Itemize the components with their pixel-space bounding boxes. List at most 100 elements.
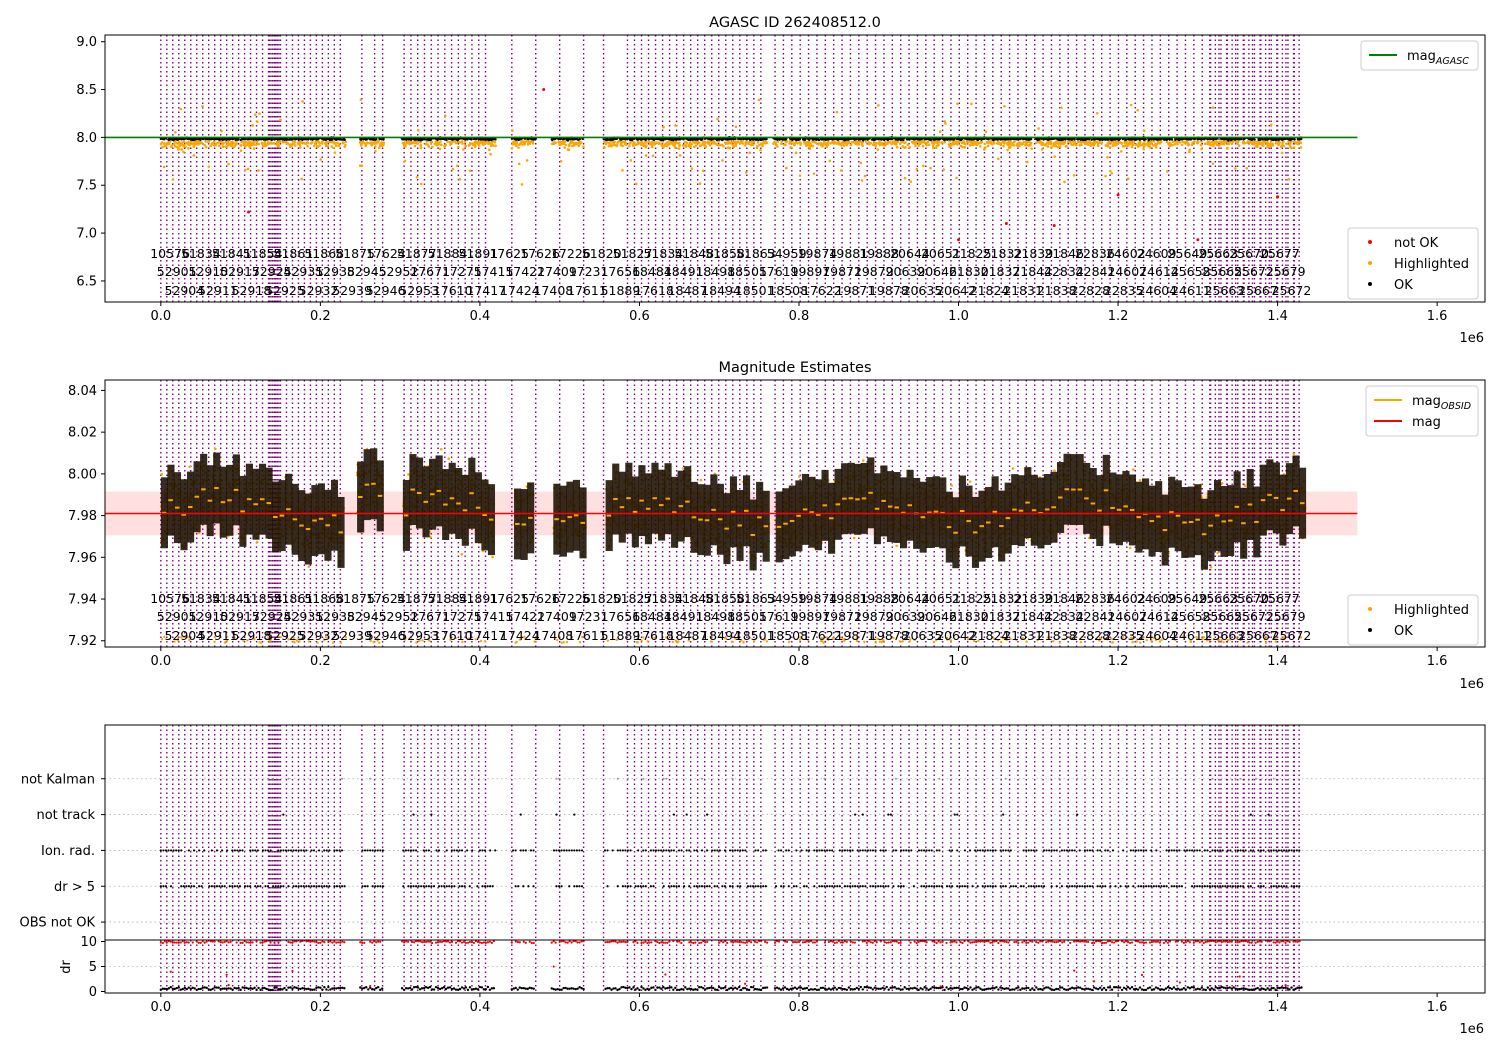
point-highlighted <box>1006 143 1009 146</box>
point-highlighted <box>839 169 843 172</box>
point-ok <box>578 137 582 141</box>
point-highlighted <box>525 159 529 162</box>
point-highlighted <box>934 140 937 144</box>
point-highlighted <box>644 145 647 149</box>
point-highlighted <box>744 144 747 147</box>
point-highlighted <box>1297 139 1301 143</box>
point-ok <box>1079 138 1082 141</box>
point-highlighted <box>1060 141 1063 144</box>
point-highlighted <box>1249 140 1253 144</box>
point-highlighted <box>613 140 616 144</box>
point-ok <box>175 137 178 141</box>
point-highlighted <box>602 145 606 149</box>
point-highlighted <box>417 128 420 132</box>
point-highlighted <box>438 147 442 151</box>
point-highlighted <box>490 140 494 144</box>
point-highlighted <box>1003 104 1006 108</box>
point-highlighted <box>1299 146 1303 149</box>
point-highlighted <box>1200 140 1203 143</box>
point-not-ok <box>1116 193 1120 197</box>
point-highlighted <box>731 144 735 147</box>
point-highlighted <box>197 141 200 145</box>
point-highlighted <box>607 144 611 148</box>
point-highlighted <box>726 146 730 149</box>
point-highlighted <box>403 144 407 148</box>
point-highlighted <box>871 143 875 147</box>
point-ok <box>745 138 748 141</box>
point-highlighted <box>1142 144 1146 148</box>
point-highlighted <box>772 142 775 145</box>
point-ok <box>1293 138 1296 141</box>
point-highlighted <box>956 102 959 106</box>
point-highlighted <box>160 472 164 476</box>
point-highlighted <box>1098 141 1102 144</box>
point-highlighted <box>1044 143 1048 147</box>
point-highlighted <box>927 143 931 147</box>
point-highlighted <box>877 104 880 107</box>
point-ok <box>488 138 491 142</box>
point-highlighted <box>940 141 943 145</box>
point-highlighted <box>1047 142 1050 145</box>
point-highlighted <box>1072 174 1076 177</box>
point-highlighted <box>571 144 574 148</box>
point-highlighted <box>1025 143 1029 147</box>
point-highlighted <box>963 146 966 149</box>
point-highlighted <box>369 142 373 146</box>
point-highlighted <box>859 161 863 165</box>
point-highlighted <box>835 110 839 114</box>
y-tick-label: 7.5 <box>76 179 97 194</box>
point-highlighted <box>1011 141 1014 145</box>
point-highlighted <box>203 143 206 147</box>
point-highlighted <box>615 144 618 148</box>
point-ok <box>401 138 404 141</box>
point-highlighted <box>810 144 813 148</box>
point-highlighted <box>307 565 311 568</box>
point-ok <box>330 137 333 141</box>
point-highlighted <box>1088 140 1092 143</box>
point-highlighted <box>1292 146 1296 149</box>
point-highlighted <box>1126 177 1130 181</box>
panel-magnitude-estimates: Magnitude Estimates 10576518345184151854… <box>68 360 1486 692</box>
point-ok <box>1083 138 1086 142</box>
point-highlighted <box>1108 146 1112 149</box>
axes-frame <box>104 34 1486 303</box>
point-highlighted <box>1257 140 1260 144</box>
point-highlighted <box>306 141 310 145</box>
point-highlighted <box>213 447 217 451</box>
point-highlighted <box>798 140 801 144</box>
point-highlighted <box>744 171 748 174</box>
point-highlighted <box>833 140 837 144</box>
point-highlighted <box>957 140 961 144</box>
point-highlighted <box>458 178 462 181</box>
point-highlighted <box>182 140 186 144</box>
y-tick-label: 8.5 <box>76 83 97 98</box>
point-highlighted <box>757 98 761 102</box>
point-ok <box>1124 138 1128 141</box>
point-highlighted <box>461 142 464 145</box>
point-highlighted <box>470 142 474 145</box>
point-highlighted <box>775 143 778 147</box>
point-highlighted <box>609 142 613 146</box>
point-highlighted <box>464 144 467 148</box>
point-highlighted <box>850 140 854 144</box>
point-highlighted <box>570 141 574 144</box>
point-highlighted <box>1278 141 1281 145</box>
point-highlighted <box>1188 150 1191 154</box>
point-highlighted <box>574 143 577 146</box>
point-highlighted <box>906 143 910 147</box>
point-highlighted <box>798 174 802 177</box>
point-highlighted <box>808 145 811 149</box>
point-highlighted <box>926 140 930 144</box>
point-highlighted <box>623 141 627 145</box>
point-highlighted <box>903 176 907 180</box>
point-highlighted <box>494 144 497 148</box>
point-ok <box>1042 137 1046 141</box>
point-highlighted <box>863 174 867 178</box>
point-highlighted <box>1269 142 1272 146</box>
point-highlighted <box>567 148 571 152</box>
point-highlighted <box>817 142 821 145</box>
point-highlighted <box>942 168 946 171</box>
point-highlighted <box>1057 142 1060 146</box>
point-highlighted <box>662 146 665 149</box>
panel-title: Magnitude Estimates <box>718 360 871 376</box>
